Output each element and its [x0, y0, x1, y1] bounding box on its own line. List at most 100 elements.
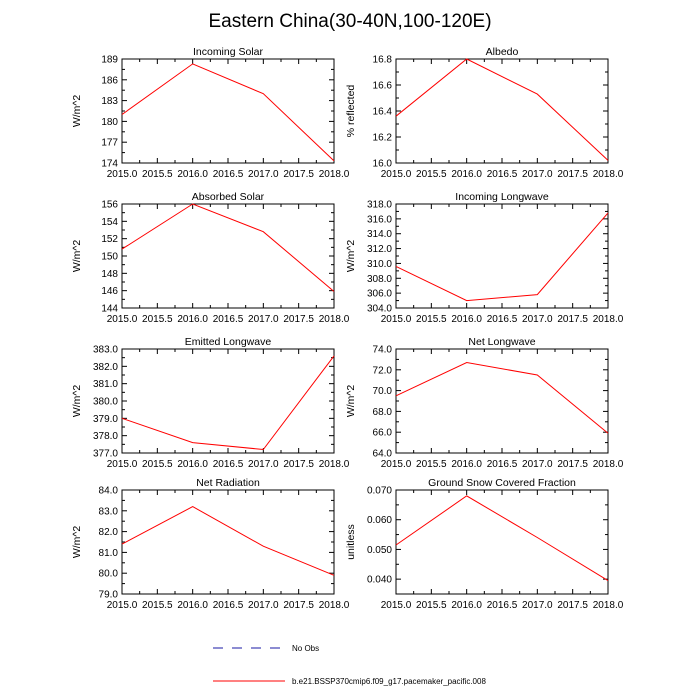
x-tick-label: 2016.0	[177, 169, 208, 180]
panels-group: Incoming Solar W/m^2 174 177 180 183 186 189 201…	[71, 46, 624, 611]
legend: No Obs b.e21.BSSP370cmip6.f09_g17.pacema…	[213, 644, 486, 686]
x-tick-label: 2017.0	[248, 169, 279, 180]
y-tick-label: 84.0	[99, 486, 119, 497]
panel-1: Incoming Solar W/m^2 174 177 180 183 186 189 201…	[71, 46, 350, 180]
x-tick-label: 2016.0	[451, 600, 482, 611]
y-tick-label: 308.0	[367, 274, 392, 285]
x-tick-label: 2017.0	[522, 169, 553, 180]
x-tick-label: 2015.0	[107, 314, 138, 325]
x-tick-label: 2015.5	[142, 459, 173, 470]
series-line	[395, 495, 609, 582]
y-tick-label: 174	[101, 159, 118, 170]
y-tick-label: 148	[101, 269, 118, 280]
y-axis-label: W/m^2	[71, 95, 83, 128]
y-tick-label: 70.0	[373, 386, 393, 397]
x-tick-label: 2015.0	[107, 169, 138, 180]
y-tick-label: 66.0	[373, 428, 393, 439]
y-tick-label: 380.0	[93, 397, 118, 408]
y-tick-label: 177	[101, 138, 118, 149]
y-tick-label: 378.0	[93, 431, 118, 442]
panel-title: Absorbed Solar	[192, 191, 265, 203]
panel-title: Net Longwave	[468, 336, 535, 348]
panel-5: Emitted Longwave W/m^2 377.0 378.0 379.0 380.…	[71, 336, 350, 470]
y-tick-label: 310.0	[367, 259, 392, 270]
y-tick-label: 83.0	[99, 506, 119, 517]
y-tick-label: 150	[101, 252, 118, 263]
y-axis-label: W/m^2	[345, 385, 357, 418]
x-tick-label: 2017.0	[522, 459, 553, 470]
y-axis-label: W/m^2	[71, 385, 83, 418]
y-tick-label: 16.8	[373, 55, 393, 66]
y-tick-label: 16.2	[373, 133, 393, 144]
x-tick-label: 2017.5	[557, 169, 588, 180]
series-line	[121, 506, 335, 576]
y-tick-label: 79.0	[99, 590, 119, 601]
x-tick-label: 2018.0	[593, 169, 624, 180]
x-tick-label: 2015.5	[416, 459, 447, 470]
x-tick-label: 2017.5	[283, 314, 314, 325]
series-line	[121, 355, 335, 451]
x-tick-label: 2016.5	[213, 600, 244, 611]
series-line	[395, 58, 609, 161]
y-tick-label: 154	[101, 217, 118, 228]
y-tick-label: 382.0	[93, 362, 118, 373]
y-tick-label: 318.0	[367, 200, 392, 211]
x-tick-label: 2018.0	[319, 169, 350, 180]
x-tick-label: 2015.5	[416, 314, 447, 325]
y-tick-label: 189	[101, 55, 118, 66]
y-tick-label: 80.0	[99, 569, 119, 580]
x-tick-label: 2016.5	[213, 459, 244, 470]
x-tick-label: 2016.5	[213, 169, 244, 180]
y-tick-label: 379.0	[93, 414, 118, 425]
y-tick-label: 316.0	[367, 214, 392, 225]
x-tick-label: 2017.5	[283, 459, 314, 470]
x-tick-label: 2015.0	[107, 600, 138, 611]
legend-obs-label: No Obs	[292, 644, 319, 653]
x-tick-label: 2017.5	[283, 169, 314, 180]
figure-title: Eastern China(30-40N,100-120E)	[208, 11, 491, 32]
x-tick-label: 2018.0	[319, 600, 350, 611]
panel-title: Emitted Longwave	[185, 336, 272, 348]
y-axis-label: W/m^2	[345, 240, 357, 273]
x-tick-label: 2017.0	[522, 600, 553, 611]
panel-title: Net Radiation	[196, 477, 260, 489]
y-tick-label: 312.0	[367, 244, 392, 255]
x-tick-label: 2018.0	[319, 459, 350, 470]
y-axis-label: W/m^2	[71, 240, 83, 273]
y-tick-label: 152	[101, 234, 118, 245]
x-tick-label: 2017.0	[522, 314, 553, 325]
x-tick-label: 2017.5	[557, 600, 588, 611]
y-tick-label: 180	[101, 117, 118, 128]
x-tick-label: 2015.5	[416, 600, 447, 611]
x-tick-label: 2016.5	[487, 459, 518, 470]
x-tick-label: 2016.5	[213, 314, 244, 325]
x-tick-label: 2016.0	[451, 169, 482, 180]
series-line	[395, 212, 609, 302]
panel-title: Albedo	[486, 46, 519, 58]
x-tick-label: 2018.0	[319, 314, 350, 325]
y-axis-label: unitless	[345, 524, 357, 560]
y-tick-label: 383.0	[93, 345, 118, 356]
y-tick-label: 314.0	[367, 229, 392, 240]
x-tick-label: 2016.0	[451, 459, 482, 470]
x-tick-label: 2017.5	[283, 600, 314, 611]
x-tick-label: 2017.5	[557, 314, 588, 325]
y-tick-label: 16.6	[373, 81, 393, 92]
x-tick-label: 2018.0	[593, 314, 624, 325]
x-tick-label: 2015.0	[381, 314, 412, 325]
x-tick-label: 2018.0	[593, 459, 624, 470]
x-tick-label: 2017.0	[248, 314, 279, 325]
y-tick-label: 74.0	[373, 345, 393, 356]
x-tick-label: 2016.5	[487, 600, 518, 611]
y-tick-label: 0.060	[367, 515, 392, 526]
legend-model-label: b.e21.BSSP370cmip6.f09_g17.pacemaker_pac…	[292, 677, 486, 686]
x-tick-label: 2016.0	[177, 600, 208, 611]
panel-2: Albedo % reflected 16.0 16.2 16.4 16.6 16.8 201…	[345, 46, 624, 180]
x-tick-label: 2018.0	[593, 600, 624, 611]
x-tick-label: 2017.0	[248, 600, 279, 611]
y-tick-label: 68.0	[373, 407, 393, 418]
panel-title: Incoming Longwave	[455, 191, 549, 203]
y-axis-label: % reflected	[345, 85, 357, 138]
x-tick-label: 2017.5	[557, 459, 588, 470]
